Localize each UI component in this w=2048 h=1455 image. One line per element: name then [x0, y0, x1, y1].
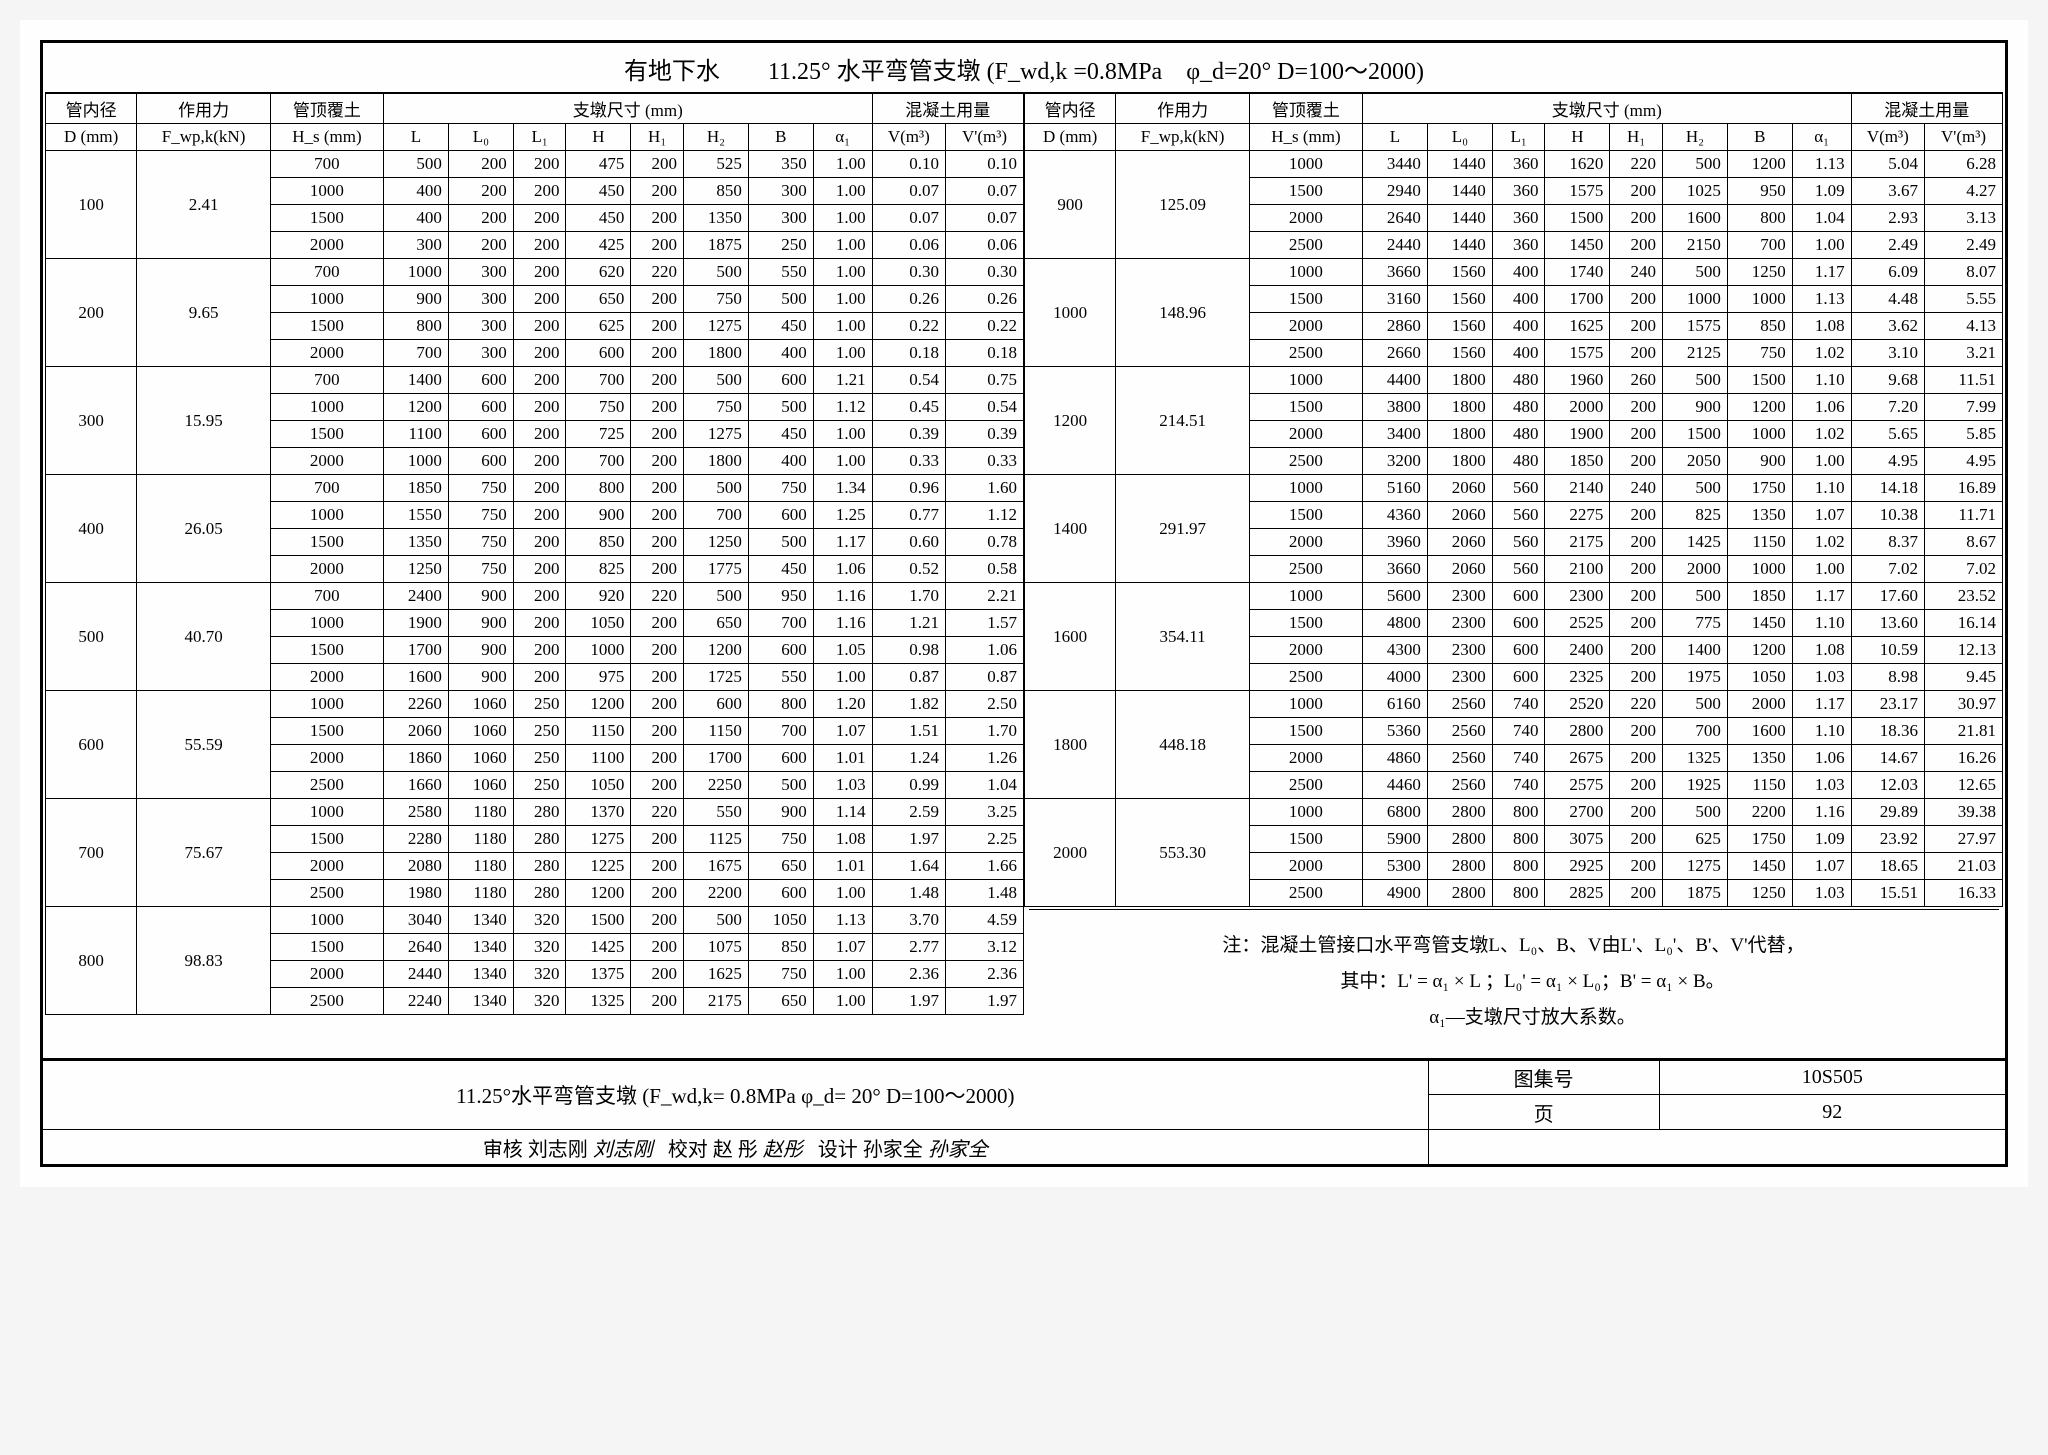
cell-F: 125.09 — [1116, 151, 1250, 259]
cell-D: 2000 — [1025, 799, 1116, 907]
table-row: 1200214.51100044001800480196026050015001… — [1025, 367, 2003, 394]
table-row: 1000148.96100036601560400174024050012501… — [1025, 259, 2003, 286]
cell-F: 15.95 — [137, 367, 271, 475]
note-box: 注：混凝土管接口水平弯管支墩L、L₀、B、V由L'、L₀'、B'、V'代替， 其… — [1029, 909, 1999, 1054]
cell-D: 400 — [46, 475, 137, 583]
cell-D: 1000 — [1025, 259, 1116, 367]
cell-D: 1400 — [1025, 475, 1116, 583]
shenhe-name: 刘志刚 — [528, 1139, 588, 1161]
cell-D: 800 — [46, 907, 137, 1015]
table-row: 2009.6570010003002006202205005501.000.30… — [46, 259, 1024, 286]
tuji-label: 图集号 — [1428, 1060, 1659, 1095]
table-row: 1400291.97100051602060560214024050017501… — [1025, 475, 2003, 502]
cell-D: 600 — [46, 691, 137, 799]
footer-block: 11.25°水平弯管支墩 (F_wd,k= 0.8MPa φ_d= 20° D=… — [40, 1059, 2008, 1167]
cell-D: 900 — [1025, 151, 1116, 259]
cell-F: 9.65 — [137, 259, 271, 367]
cell-F: 214.51 — [1116, 367, 1250, 475]
cell-F: 2.41 — [137, 151, 271, 259]
jiaodui-name: 赵 彤 — [713, 1139, 758, 1161]
table-row: 2000553.30100068002800800270020050022001… — [1025, 799, 2003, 826]
footer-caption: 11.25°水平弯管支墩 (F_wd,k= 0.8MPa φ_d= 20° D=… — [43, 1060, 1429, 1130]
table-row: 1002.417005002002004752005253501.000.100… — [46, 151, 1024, 178]
tuji-value: 10S505 — [1659, 1060, 2005, 1095]
cell-F: 148.96 — [1116, 259, 1250, 367]
table-row: 40026.0570018507502008002005007501.340.9… — [46, 475, 1024, 502]
table-row: 70075.6710002580118028013702205509001.14… — [46, 799, 1024, 826]
cell-D: 700 — [46, 799, 137, 907]
cell-D: 1200 — [1025, 367, 1116, 475]
table-row: 50040.7070024009002009202205009501.161.7… — [46, 583, 1024, 610]
cell-D: 1800 — [1025, 691, 1116, 799]
sheji-signature: 孙家全 — [928, 1139, 988, 1161]
cell-D: 500 — [46, 583, 137, 691]
jiaodui-label: 校对 — [668, 1139, 708, 1161]
page-sheet: 有地下水 11.25° 水平弯管支墩 (F_wd,k =0.8MPa φ_d=2… — [20, 20, 2028, 1187]
sheji-name: 孙家全 — [863, 1139, 923, 1161]
table-row: 1800448.18100061602560740252022050020001… — [1025, 691, 2003, 718]
cell-D: 200 — [46, 259, 137, 367]
cell-F: 26.05 — [137, 475, 271, 583]
cell-F: 55.59 — [137, 691, 271, 799]
page-number: 92 — [1659, 1095, 2005, 1130]
cell-F: 354.11 — [1116, 583, 1250, 691]
table-row: 900125.09100034401440360162022050012001.… — [1025, 151, 2003, 178]
cell-D: 100 — [46, 151, 137, 259]
jiaodui-signature: 赵彤 — [763, 1139, 803, 1161]
cell-F: 98.83 — [137, 907, 271, 1015]
tables-container: 管内径作用力管顶覆土支墩尺寸 (mm)混凝土用量D (mm)F_wp,k(kN)… — [45, 93, 2003, 1056]
shenhe-label: 审核 — [483, 1139, 523, 1161]
table-row: 30015.9570014006002007002005006001.210.5… — [46, 367, 1024, 394]
table-row: 60055.5910002260106025012002006008001.20… — [46, 691, 1024, 718]
cell-F: 448.18 — [1116, 691, 1250, 799]
cell-F: 291.97 — [1116, 475, 1250, 583]
table-row: 1600354.11100056002300600230020050018501… — [1025, 583, 2003, 610]
left-table: 管内径作用力管顶覆土支墩尺寸 (mm)混凝土用量D (mm)F_wp,k(kN)… — [45, 93, 1024, 1056]
right-table: 管内径作用力管顶覆土支墩尺寸 (mm)混凝土用量D (mm)F_wp,k(kN)… — [1024, 93, 2003, 1056]
cell-F: 75.67 — [137, 799, 271, 907]
page-label: 页 — [1428, 1095, 1659, 1130]
shenhe-signature: 刘志刚 — [593, 1139, 653, 1161]
cell-F: 40.70 — [137, 583, 271, 691]
cell-D: 300 — [46, 367, 137, 475]
cell-F: 553.30 — [1116, 799, 1250, 907]
outer-frame: 有地下水 11.25° 水平弯管支墩 (F_wd,k =0.8MPa φ_d=2… — [40, 40, 2008, 1061]
page-title: 有地下水 11.25° 水平弯管支墩 (F_wd,k =0.8MPa φ_d=2… — [45, 45, 2003, 93]
table-row: 80098.83100030401340320150020050010501.1… — [46, 907, 1024, 934]
cell-D: 1600 — [1025, 583, 1116, 691]
sheji-label: 设计 — [818, 1139, 858, 1161]
